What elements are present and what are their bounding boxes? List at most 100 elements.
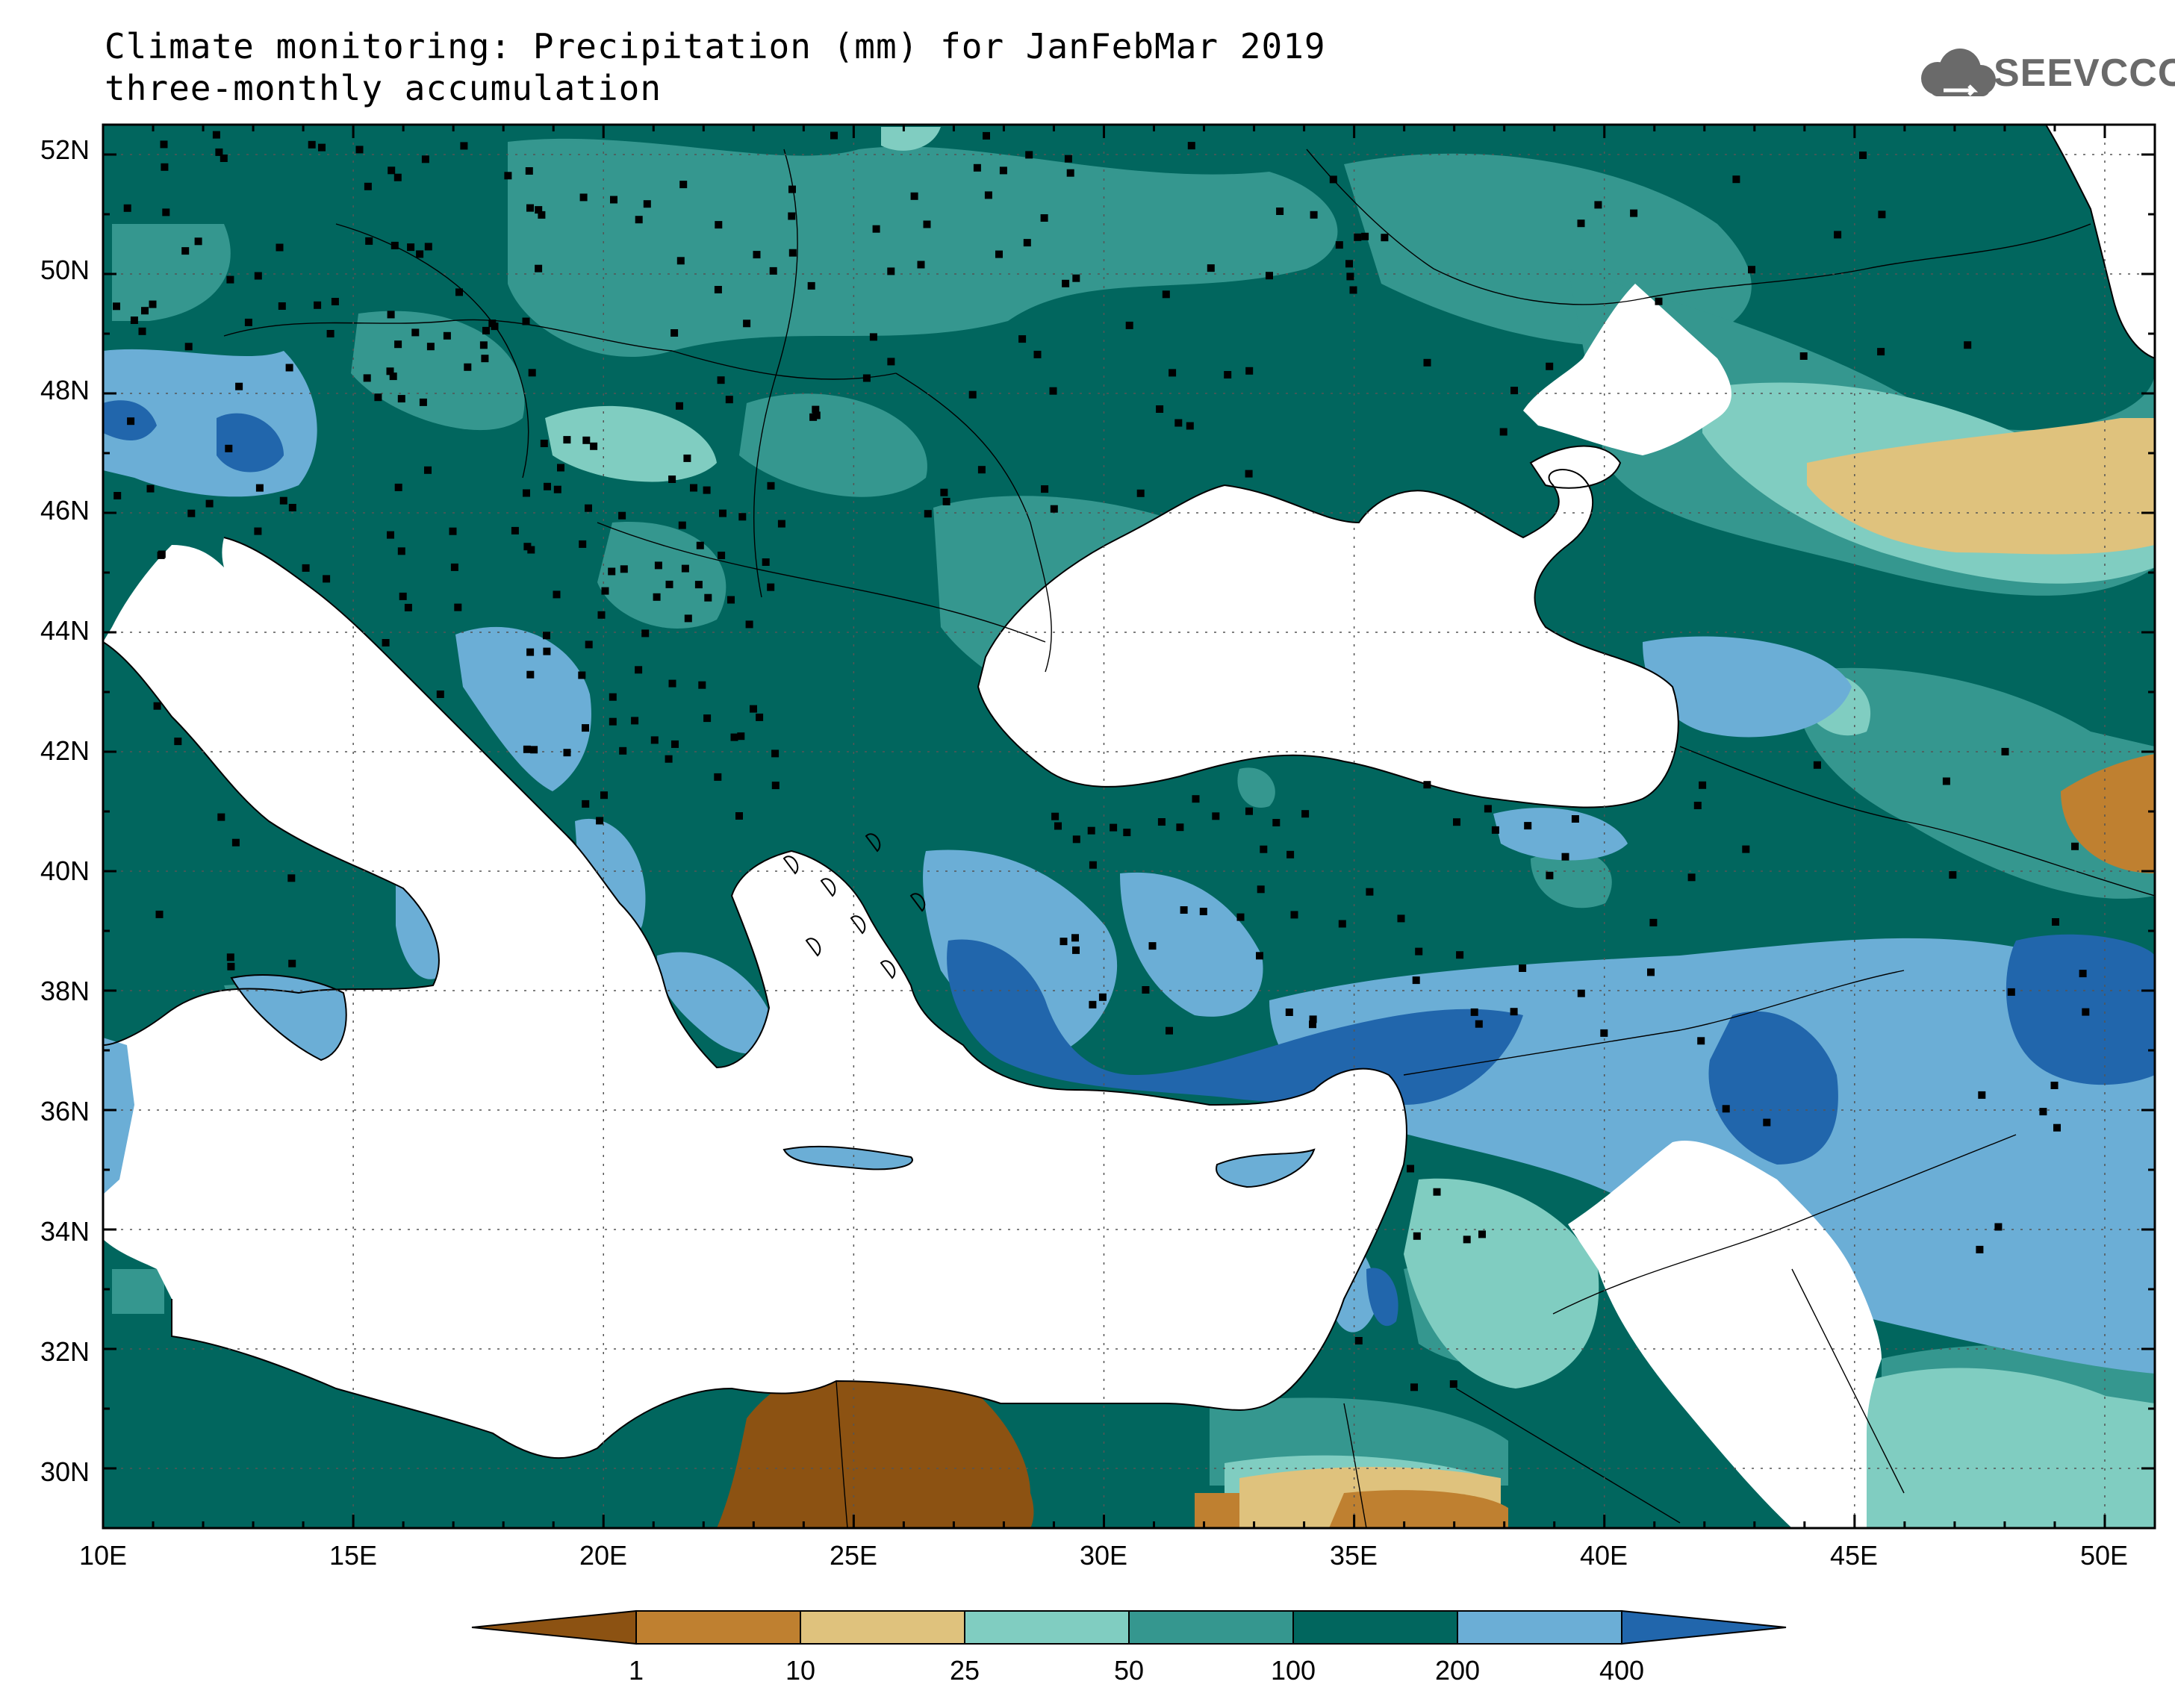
station-marker xyxy=(1649,918,1658,926)
station-marker xyxy=(696,541,704,549)
station-marker xyxy=(579,540,587,548)
lat-label: 46N xyxy=(40,495,90,526)
station-marker xyxy=(597,611,606,619)
station-marker xyxy=(1087,826,1095,835)
colorbar-bin xyxy=(1128,1610,1294,1645)
station-marker xyxy=(984,191,992,199)
station-marker xyxy=(394,483,402,491)
station-marker xyxy=(1033,350,1042,358)
station-marker xyxy=(1571,815,1579,823)
aegean-islands xyxy=(782,833,926,979)
station-marker xyxy=(279,496,287,505)
station-marker xyxy=(1449,1380,1457,1388)
station-marker xyxy=(579,193,588,202)
station-marker xyxy=(1286,850,1295,858)
station-marker xyxy=(323,575,331,583)
station-marker xyxy=(2007,988,2015,996)
station-marker xyxy=(454,603,462,611)
station-marker xyxy=(226,953,234,961)
station-marker xyxy=(698,681,706,689)
axis-ticks xyxy=(102,125,2156,1528)
station-marker xyxy=(174,738,182,746)
station-marker xyxy=(1266,272,1273,280)
coastline-sicily xyxy=(230,974,347,1062)
station-marker xyxy=(703,486,711,494)
station-marker xyxy=(538,211,546,219)
station-marker xyxy=(1381,234,1389,242)
station-marker xyxy=(641,629,650,638)
station-marker xyxy=(1123,829,1131,837)
station-marker xyxy=(643,200,651,208)
station-marker xyxy=(1136,489,1145,497)
station-marker xyxy=(397,547,405,555)
station-marker xyxy=(374,393,382,402)
station-marker xyxy=(1942,777,1950,785)
station-marker xyxy=(582,800,590,808)
lat-axis-labels: 52N 50N 48N 46N 44N 42N 40N 38N 36N 34N … xyxy=(40,134,90,1487)
station-marker xyxy=(404,603,412,611)
station-marker xyxy=(718,552,726,559)
station-marker xyxy=(155,910,164,918)
station-marker xyxy=(1630,209,1638,217)
station-marker xyxy=(1062,279,1070,287)
station-marker xyxy=(1949,871,1957,879)
station-marker xyxy=(1463,1235,1471,1244)
station-marker xyxy=(1310,211,1318,219)
station-marker xyxy=(553,590,561,599)
station-marker xyxy=(999,166,1007,175)
station-marker xyxy=(215,148,223,156)
station-marker xyxy=(910,192,918,200)
station-marker xyxy=(254,272,262,280)
station-marker xyxy=(460,142,468,150)
station-marker xyxy=(756,713,764,721)
station-marker xyxy=(436,691,444,698)
station-marker xyxy=(1309,1020,1316,1029)
station-marker xyxy=(771,749,780,758)
station-marker xyxy=(1186,422,1194,430)
station-marker xyxy=(610,196,617,204)
field-1-10 xyxy=(1195,754,2155,1528)
station-marker xyxy=(738,513,747,521)
station-marker xyxy=(141,307,149,315)
station-marker xyxy=(719,509,726,517)
station-marker xyxy=(146,484,155,493)
colorbar-label: 400 xyxy=(1599,1655,1644,1686)
station-marker xyxy=(1199,908,1207,915)
station-marker xyxy=(1561,853,1569,861)
colorbar-label: 10 xyxy=(785,1655,815,1686)
station-marker xyxy=(535,206,543,214)
border-10 xyxy=(1552,1134,2017,1315)
graticule xyxy=(103,125,2155,1528)
station-marker xyxy=(683,454,691,462)
station-marker xyxy=(1023,239,1031,247)
station-marker xyxy=(450,563,458,571)
station-marker xyxy=(681,564,689,573)
station-marker xyxy=(220,155,228,162)
lon-label: 10E xyxy=(79,1540,127,1571)
map-title: Climate monitoring: Precipitation (mm) f… xyxy=(105,26,1326,66)
station-marker xyxy=(1072,835,1080,844)
station-marker xyxy=(788,249,797,257)
station-marker xyxy=(1834,231,1842,239)
station-marker xyxy=(714,286,722,293)
lon-label: 45E xyxy=(1830,1540,1878,1571)
station-marker xyxy=(523,489,530,497)
station-marker xyxy=(535,264,543,272)
station-marker xyxy=(2082,1008,2090,1016)
station-marker xyxy=(654,561,662,570)
station-marker xyxy=(869,333,877,341)
station-marker xyxy=(407,243,415,252)
border-6 xyxy=(1306,149,1643,305)
station-marker xyxy=(690,484,697,492)
station-marker xyxy=(421,155,429,163)
lon-label: 20E xyxy=(579,1540,627,1571)
station-marker xyxy=(1245,807,1253,815)
station-marker xyxy=(2052,918,2059,926)
station-marker xyxy=(184,343,193,351)
station-marker xyxy=(1413,1232,1421,1240)
cloud-icon xyxy=(1921,49,1996,96)
station-marker xyxy=(161,163,169,171)
station-marker xyxy=(1415,947,1423,956)
station-marker xyxy=(1272,819,1281,826)
